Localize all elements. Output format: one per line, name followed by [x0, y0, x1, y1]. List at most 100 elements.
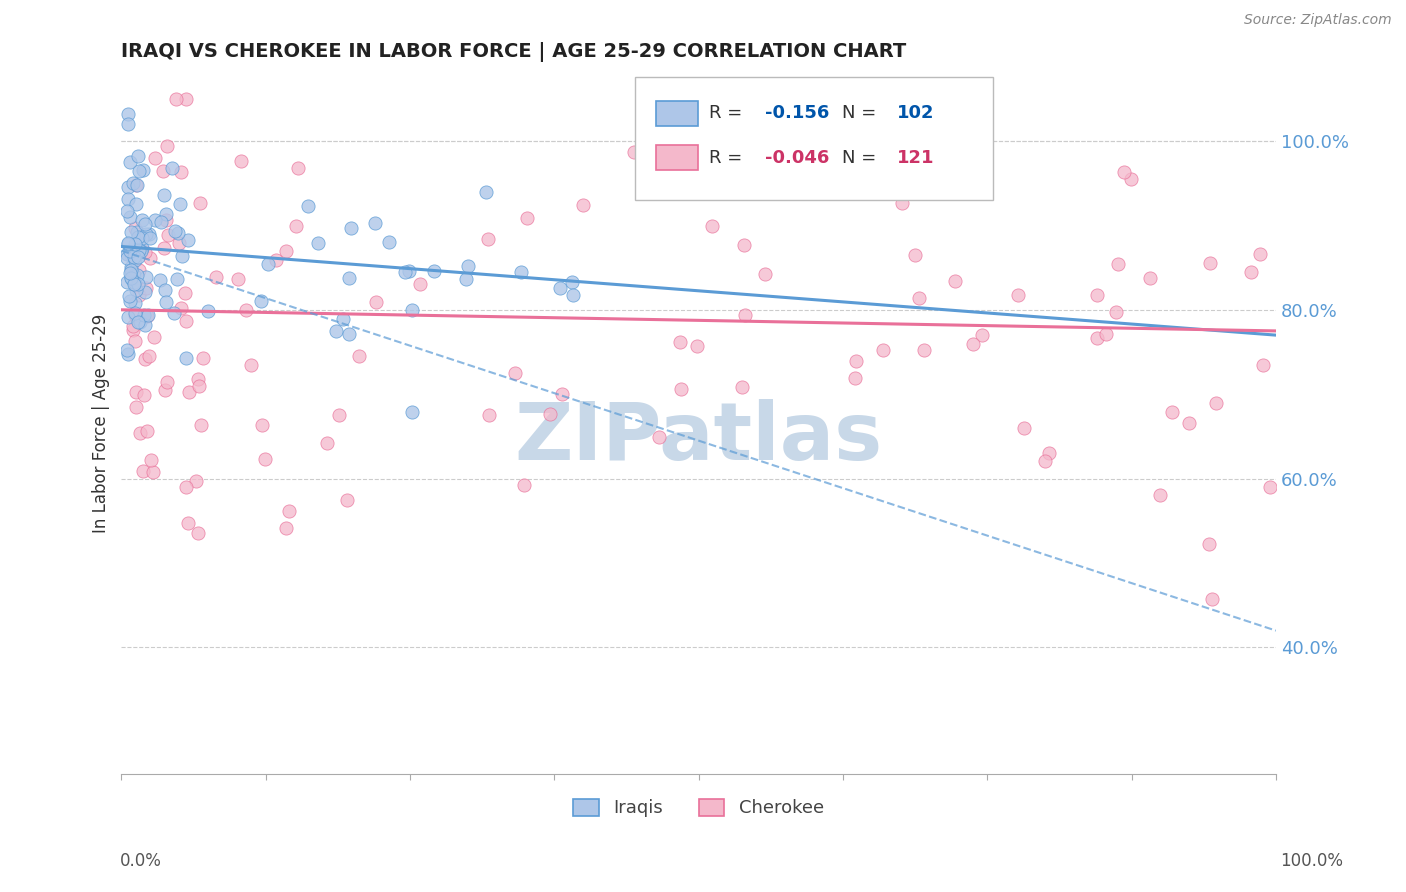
- Point: [142, 466, 165, 480]
- Point: [166, 92, 188, 106]
- Point: [332, 311, 354, 326]
- Point: [132, 163, 155, 178]
- Text: R =: R =: [709, 148, 748, 167]
- Point: [134, 244, 156, 259]
- Point: [120, 225, 142, 239]
- Text: Source: ZipAtlas.com: Source: ZipAtlas.com: [1244, 13, 1392, 28]
- Point: [120, 154, 142, 169]
- Point: [1038, 446, 1060, 460]
- Point: [153, 241, 176, 255]
- Point: [378, 235, 401, 249]
- Point: [127, 277, 149, 292]
- Point: [254, 452, 277, 467]
- Text: 100.0%: 100.0%: [1279, 852, 1343, 870]
- Point: [912, 343, 935, 357]
- Point: [117, 192, 139, 206]
- Point: [127, 226, 149, 240]
- Point: [138, 350, 160, 364]
- Point: [550, 387, 572, 401]
- Point: [115, 247, 138, 261]
- Point: [561, 275, 583, 289]
- Point: [1198, 537, 1220, 551]
- Point: [120, 270, 142, 285]
- Point: [943, 167, 966, 181]
- Point: [155, 375, 177, 389]
- Point: [340, 220, 363, 235]
- Point: [135, 269, 157, 284]
- Point: [121, 272, 143, 286]
- Point: [128, 163, 150, 178]
- Point: [117, 180, 139, 194]
- Point: [124, 308, 146, 322]
- Point: [1112, 165, 1135, 179]
- Point: [177, 233, 200, 247]
- Point: [548, 281, 571, 295]
- Point: [1007, 287, 1029, 301]
- Point: [668, 334, 690, 349]
- Point: [132, 464, 155, 478]
- Point: [174, 480, 197, 494]
- Point: [134, 318, 156, 332]
- Point: [1012, 420, 1035, 434]
- Point: [169, 301, 191, 315]
- Point: [117, 236, 139, 251]
- Point: [122, 250, 145, 264]
- Point: [398, 264, 420, 278]
- Point: [139, 251, 162, 265]
- Point: [131, 231, 153, 245]
- Point: [307, 235, 329, 250]
- Point: [908, 291, 931, 305]
- Point: [1107, 257, 1129, 271]
- Point: [118, 289, 141, 303]
- Text: -0.156: -0.156: [765, 104, 830, 122]
- Point: [287, 161, 309, 175]
- Point: [276, 521, 298, 535]
- Point: [1239, 264, 1261, 278]
- Point: [943, 274, 966, 288]
- Point: [128, 262, 150, 277]
- Point: [124, 221, 146, 235]
- Point: [235, 303, 257, 318]
- Text: N =: N =: [842, 104, 882, 122]
- Point: [117, 118, 139, 132]
- Point: [845, 354, 868, 368]
- Point: [152, 164, 174, 178]
- Point: [143, 330, 166, 344]
- Point: [155, 295, 177, 310]
- Point: [513, 478, 536, 492]
- Point: [1087, 331, 1109, 345]
- Point: [120, 293, 142, 308]
- Legend: Iraqis, Cherokee: Iraqis, Cherokee: [567, 791, 831, 825]
- Point: [120, 248, 142, 262]
- Point: [623, 145, 645, 159]
- Point: [647, 430, 669, 444]
- Point: [135, 281, 157, 295]
- FancyBboxPatch shape: [657, 101, 697, 126]
- Point: [143, 152, 166, 166]
- Point: [131, 241, 153, 255]
- Point: [155, 207, 177, 221]
- Point: [157, 227, 180, 242]
- Point: [153, 188, 176, 202]
- Point: [120, 270, 142, 285]
- Point: [256, 257, 278, 271]
- Point: [844, 371, 866, 385]
- Text: R =: R =: [709, 104, 748, 122]
- Point: [117, 310, 139, 324]
- Point: [228, 272, 250, 286]
- Point: [121, 176, 143, 190]
- Point: [174, 285, 197, 300]
- Point: [135, 424, 157, 438]
- Point: [188, 196, 211, 211]
- Point: [1121, 172, 1143, 186]
- Point: [734, 308, 756, 322]
- Point: [138, 231, 160, 245]
- Point: [149, 215, 172, 229]
- Point: [174, 351, 197, 365]
- Point: [187, 372, 209, 386]
- Point: [125, 401, 148, 415]
- Point: [135, 227, 157, 242]
- Point: [401, 302, 423, 317]
- Point: [188, 379, 211, 393]
- Point: [401, 405, 423, 419]
